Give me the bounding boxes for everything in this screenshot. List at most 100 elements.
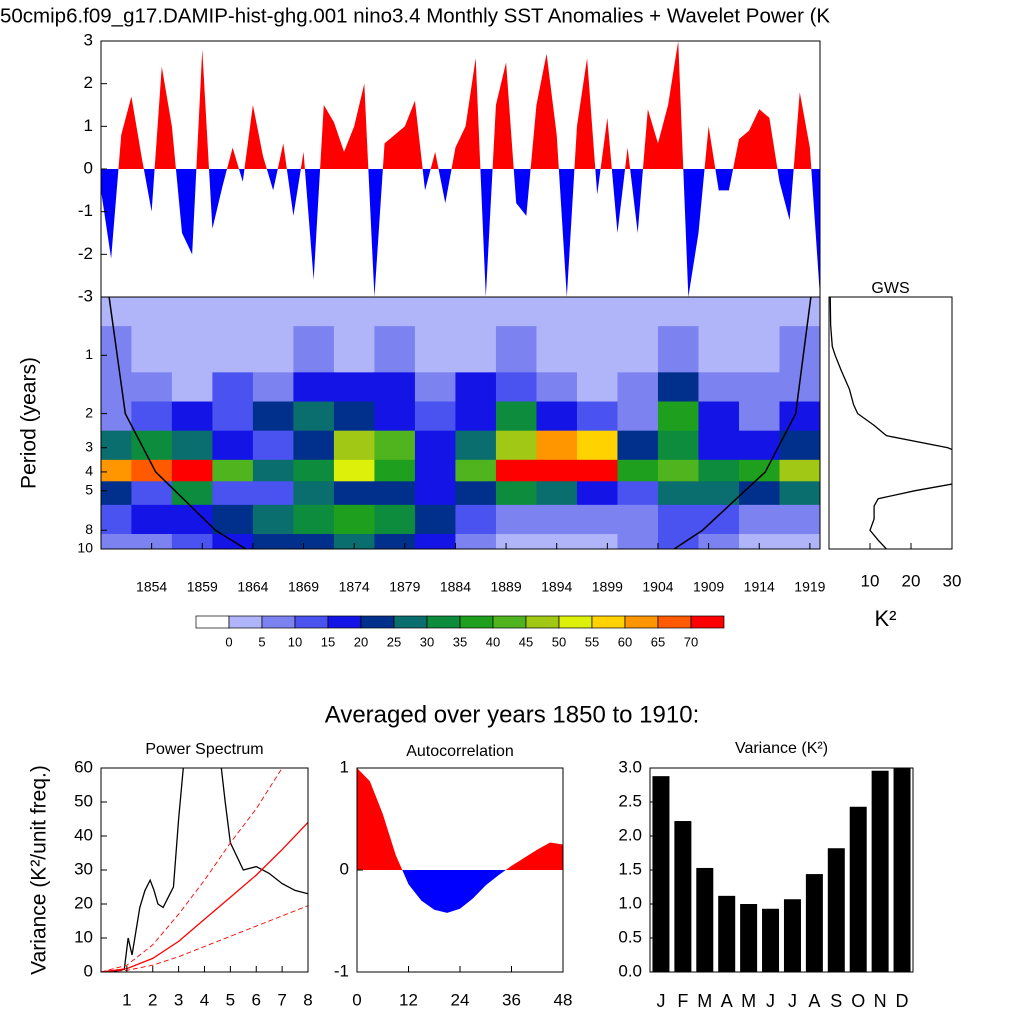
x-tick-label: J xyxy=(656,991,665,1011)
power-cell xyxy=(252,481,294,506)
positive-area xyxy=(357,768,563,870)
x-tick-label: A xyxy=(808,991,820,1011)
power-cell xyxy=(333,297,375,327)
power-cell xyxy=(455,326,497,373)
power-cell xyxy=(617,401,659,432)
y-tick-label: 4 xyxy=(85,463,93,479)
x-tick-label: M xyxy=(741,991,756,1011)
power-cell xyxy=(698,533,740,549)
power-cell xyxy=(293,372,335,403)
power-cell xyxy=(779,401,820,432)
power-cell xyxy=(101,459,132,482)
power-cell xyxy=(252,533,294,549)
power-cell xyxy=(536,459,578,482)
power-cell xyxy=(617,459,659,482)
power-cell xyxy=(252,297,294,327)
x-tick-label: N xyxy=(874,991,887,1011)
x-tick-label: 1884 xyxy=(440,579,471,595)
power-cell xyxy=(171,372,213,403)
power-cell xyxy=(171,459,213,482)
power-cell xyxy=(657,459,699,482)
power-cell xyxy=(657,430,699,461)
power-cell xyxy=(617,481,659,506)
power-cell xyxy=(657,533,699,549)
power-cell xyxy=(374,372,416,403)
y-tick-label: -1 xyxy=(334,961,349,980)
x-tick-label: 1889 xyxy=(490,579,521,595)
y-tick-label: 3 xyxy=(84,30,93,49)
power-cell xyxy=(576,430,618,461)
y-tick-label: -3 xyxy=(78,286,93,305)
power-cell xyxy=(252,326,294,373)
power-cell xyxy=(455,430,497,461)
x-tick-label: 1 xyxy=(122,990,131,1009)
x-tick-label: S xyxy=(830,991,842,1011)
power-cell xyxy=(698,504,740,535)
power-cell xyxy=(495,504,537,535)
chart-title: Power Spectrum xyxy=(145,741,263,758)
y-tick-label: 0 xyxy=(84,961,93,980)
bar xyxy=(783,899,801,972)
power-cell xyxy=(171,297,213,327)
x-tick-label: 48 xyxy=(554,990,573,1009)
x-tick-label: 12 xyxy=(399,990,418,1009)
power-cell xyxy=(779,504,820,535)
power-cell xyxy=(698,401,740,432)
power-cell xyxy=(131,504,173,535)
power-cell xyxy=(333,504,375,535)
power-cell xyxy=(536,481,578,506)
power-cell xyxy=(131,401,173,432)
x-tick-label: M xyxy=(697,991,712,1011)
power-cell xyxy=(495,459,537,482)
y-tick-label: 2 xyxy=(85,404,93,420)
power-cell xyxy=(738,401,780,432)
power-cell xyxy=(101,430,132,461)
power-cell xyxy=(455,401,497,432)
power-cell xyxy=(617,504,659,535)
colorbar-box xyxy=(327,615,362,629)
cone-of-influence xyxy=(108,297,247,549)
colorbar-box xyxy=(591,615,626,629)
y-tick-label: 8 xyxy=(85,521,93,537)
power-cell xyxy=(617,372,659,403)
x-tick-label: 6 xyxy=(252,990,261,1009)
power-cell xyxy=(495,533,537,549)
power-cell xyxy=(374,459,416,482)
power-cell xyxy=(171,481,213,506)
power-cell xyxy=(576,372,618,403)
y-tick-label: 50 xyxy=(74,791,93,810)
negative-area xyxy=(357,870,563,913)
colorbar-label: 10 xyxy=(288,634,302,649)
x-tick-label: 1904 xyxy=(642,579,673,595)
x-tick-label: J xyxy=(766,991,775,1011)
power-cell xyxy=(333,372,375,403)
power-cell xyxy=(495,297,537,327)
power-cell xyxy=(414,372,456,403)
power-cell xyxy=(414,326,456,373)
power-cell xyxy=(252,430,294,461)
power-cell xyxy=(576,297,618,327)
x-axis-label: K² xyxy=(875,606,897,631)
colorbar-box xyxy=(360,615,395,629)
power-cell xyxy=(657,372,699,403)
power-cell xyxy=(455,459,497,482)
power-cell xyxy=(414,430,456,461)
power-cell xyxy=(617,297,659,327)
power-cell xyxy=(495,430,537,461)
power-cell xyxy=(576,459,618,482)
series-line xyxy=(103,768,308,972)
x-tick-label: 5 xyxy=(226,990,235,1009)
bar xyxy=(871,770,889,972)
power-cell xyxy=(698,326,740,373)
bar xyxy=(849,806,867,972)
colorbar-label: 40 xyxy=(486,634,500,649)
power-cell xyxy=(293,504,335,535)
power-cell xyxy=(495,401,537,432)
y-tick-label: 1.5 xyxy=(618,859,642,878)
colorbar-label: 50 xyxy=(552,634,566,649)
x-tick-label: 1864 xyxy=(237,579,268,595)
contour-cells xyxy=(101,297,820,549)
power-cell xyxy=(131,481,173,506)
y-tick-label: 0 xyxy=(84,158,93,177)
power-cell xyxy=(738,326,780,373)
